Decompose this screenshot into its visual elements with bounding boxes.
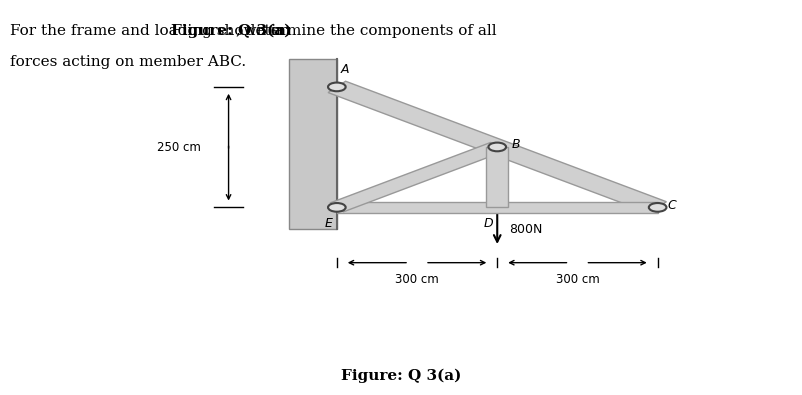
Polygon shape xyxy=(330,143,504,212)
Circle shape xyxy=(328,83,346,91)
Text: C: C xyxy=(667,199,676,212)
Polygon shape xyxy=(486,147,508,207)
Text: 250 cm: 250 cm xyxy=(156,141,200,154)
Text: D: D xyxy=(484,217,493,230)
Bar xyxy=(289,59,337,229)
Polygon shape xyxy=(328,81,666,213)
Circle shape xyxy=(488,143,506,151)
Text: A: A xyxy=(341,63,350,76)
Text: For the frame and loading shown in: For the frame and loading shown in xyxy=(10,24,290,38)
Text: Figure: Q 3(a): Figure: Q 3(a) xyxy=(171,24,291,38)
Polygon shape xyxy=(337,202,658,213)
Text: forces acting on member ABC.: forces acting on member ABC. xyxy=(10,55,245,69)
Text: Figure: Q 3(a): Figure: Q 3(a) xyxy=(341,369,461,383)
Text: B: B xyxy=(512,139,520,151)
Text: 800N: 800N xyxy=(509,223,543,235)
Text: , determine the components of all: , determine the components of all xyxy=(236,24,496,38)
Text: 300 cm: 300 cm xyxy=(395,273,439,286)
Text: 300 cm: 300 cm xyxy=(556,273,599,286)
Circle shape xyxy=(328,203,346,212)
Text: E: E xyxy=(325,217,333,230)
Circle shape xyxy=(649,203,666,212)
